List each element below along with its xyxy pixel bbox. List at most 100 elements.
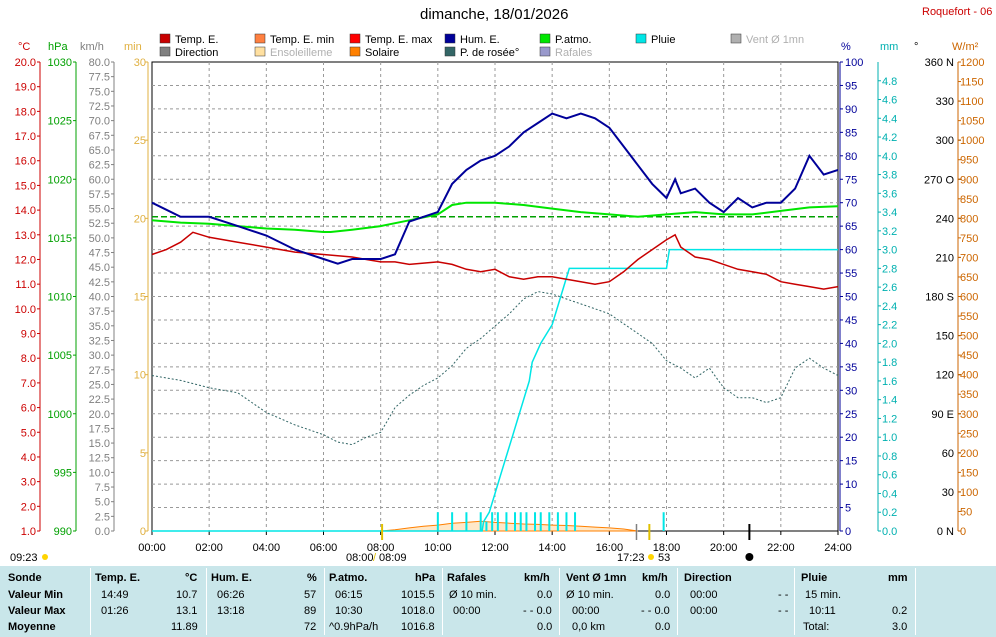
summary-pluie-interval: 15 min. (805, 589, 842, 601)
vent-tick-label: 22.5 (89, 394, 110, 406)
rain-bar (479, 512, 482, 531)
dir-tick-label: 240 (936, 213, 954, 225)
vent-tick-label: 65.0 (89, 145, 110, 157)
rain-bar (496, 512, 499, 531)
pluie-tick-label: 0.4 (882, 488, 897, 500)
summary-rafales-avg: 0.0 (537, 589, 553, 601)
vent-tick-label: 52.5 (89, 218, 110, 230)
summary-pluie-unit: mm (888, 572, 908, 584)
dir-tick-label: 180 S (925, 292, 954, 304)
solar-tick-label: 150 (960, 467, 978, 479)
dir-tick-label: 210 (936, 252, 954, 264)
summary-direction-min: - - (778, 589, 789, 601)
vent-tick-label: 15.0 (89, 438, 110, 450)
solar-tick-label: 550 (960, 311, 978, 323)
chart-markers: 09:23 08:00/08:09 17:23 53 (10, 524, 754, 564)
unit-patmo: hPa (48, 41, 68, 53)
sun-tick-label: 10 (134, 370, 146, 382)
chart-title: dimanche, 18/01/2026 (420, 6, 569, 23)
time-tick-label: 10:00 (424, 542, 452, 554)
series-pluie (152, 248, 838, 532)
solar-tick-label: 1200 (960, 57, 984, 69)
rain-bar (451, 512, 454, 531)
time-tick-label: 18:00 (653, 542, 681, 554)
summary-vent-unit: km/h (642, 572, 668, 584)
legend-label: Pluie (651, 34, 675, 46)
temp-tick-label: 10.0 (15, 304, 36, 316)
legend-swatch (254, 33, 266, 44)
summary-direction: Direction 00:00 - - 00:00 - - (678, 566, 794, 637)
time-tick-label: 06:00 (310, 542, 338, 554)
pluie-tick-label: 3.6 (882, 188, 897, 200)
prev-sunrise-label: 09:23 (10, 552, 38, 564)
legend-swatch (730, 33, 742, 44)
unit-vent: km/h (80, 41, 104, 53)
hum-tick-label: 25 (845, 409, 857, 421)
hum-tick-label: 35 (845, 362, 857, 374)
summary-rafales-avg-label: Ø 10 min. (449, 589, 497, 601)
pluie-tick-label: 1.4 (882, 395, 897, 407)
dir-tick-label: 360 N (925, 57, 954, 69)
summary-hum-mean: 72 (304, 621, 317, 633)
time-tick-label: 08:00 (367, 542, 395, 554)
unit-solar: W/m² (952, 41, 979, 53)
summary-temp-min: 10.7 (176, 589, 198, 601)
legend-swatch (539, 33, 551, 44)
summary-rafales-unit: km/h (524, 572, 550, 584)
rain-bar (525, 512, 528, 531)
hum-tick-label: 80 (845, 151, 857, 163)
vent-tick-label: 40.0 (89, 292, 110, 304)
summary-pluie-title: Pluie (801, 572, 828, 584)
pluie-tick-label: 3.2 (882, 226, 897, 238)
pluie-tick-label: 4.4 (882, 113, 897, 125)
dir-tick-label: 150 (936, 331, 954, 343)
unit-pluie: mm (880, 41, 898, 53)
legend-label: P.atmo. (555, 34, 592, 46)
summary-hum-unit: % (307, 572, 317, 584)
hum-tick-label: 50 (845, 292, 857, 304)
time-tick-label: 16:00 (596, 542, 624, 554)
pluie-tick-label: 0.8 (882, 451, 897, 463)
pluie-tick-label: 3.8 (882, 170, 897, 182)
solar-tick-label: 200 (960, 448, 978, 460)
dir-tick-label: 30 (942, 487, 954, 499)
summary-direction-max: - - (778, 605, 789, 617)
vent-tick-label: 10.0 (89, 467, 110, 479)
summary-direction-max-time: 00:00 (690, 605, 718, 617)
sun-icon (42, 554, 48, 560)
pluie-tick-label: 2.2 (882, 320, 897, 332)
vent-tick-label: 62.5 (89, 160, 110, 172)
summary-temp-title: Temp. E. (95, 572, 141, 584)
summary-vent: Vent Ø 1mn km/h Ø 10 min. 0.0 00:00 - - … (560, 566, 677, 637)
dir-tick-label: 330 (936, 96, 954, 108)
temp-tick-label: 16.0 (15, 156, 36, 168)
hum-tick-label: 20 (845, 432, 857, 444)
vent-tick-label: 60.0 (89, 174, 110, 186)
rain-bar (548, 512, 551, 531)
vent-tick-label: 0.0 (95, 526, 110, 538)
station-name: Roquefort - 06 (922, 6, 993, 18)
sun-tick-label: 30 (134, 57, 146, 69)
summary-panel: Sonde Valeur Min Valeur Max Moyenne Temp… (0, 566, 996, 637)
vent-tick-label: 20.0 (89, 409, 110, 421)
vent-tick-label: 67.5 (89, 130, 110, 142)
patmo-tick-label: 995 (54, 467, 72, 479)
rain-bar (662, 512, 665, 531)
summary-hum-max-time: 13:18 (217, 605, 245, 617)
legend-label: Direction (175, 47, 218, 59)
hum-tick-label: 5 (845, 503, 851, 515)
summary-vent-distance: 0,0 km (572, 621, 606, 633)
vent-tick-label: 5.0 (95, 497, 110, 509)
summary-patmo-max-time: 10:30 (335, 605, 363, 617)
temp-tick-label: 13.0 (15, 230, 36, 242)
hum-tick-label: 0 (845, 526, 851, 538)
pluie-tick-label: 2.0 (882, 338, 897, 350)
vent-tick-label: 42.5 (89, 277, 110, 289)
summary-pluie-max: 0.2 (892, 605, 908, 617)
solar-tick-label: 250 (960, 428, 978, 440)
vent-tick-label: 12.5 (89, 453, 110, 465)
sun-tick-label: 5 (140, 448, 146, 460)
summary-hum-min-time: 06:26 (217, 589, 245, 601)
solar-tick-label: 750 (960, 233, 978, 245)
summary-hum-title: Hum. E. (211, 572, 252, 584)
